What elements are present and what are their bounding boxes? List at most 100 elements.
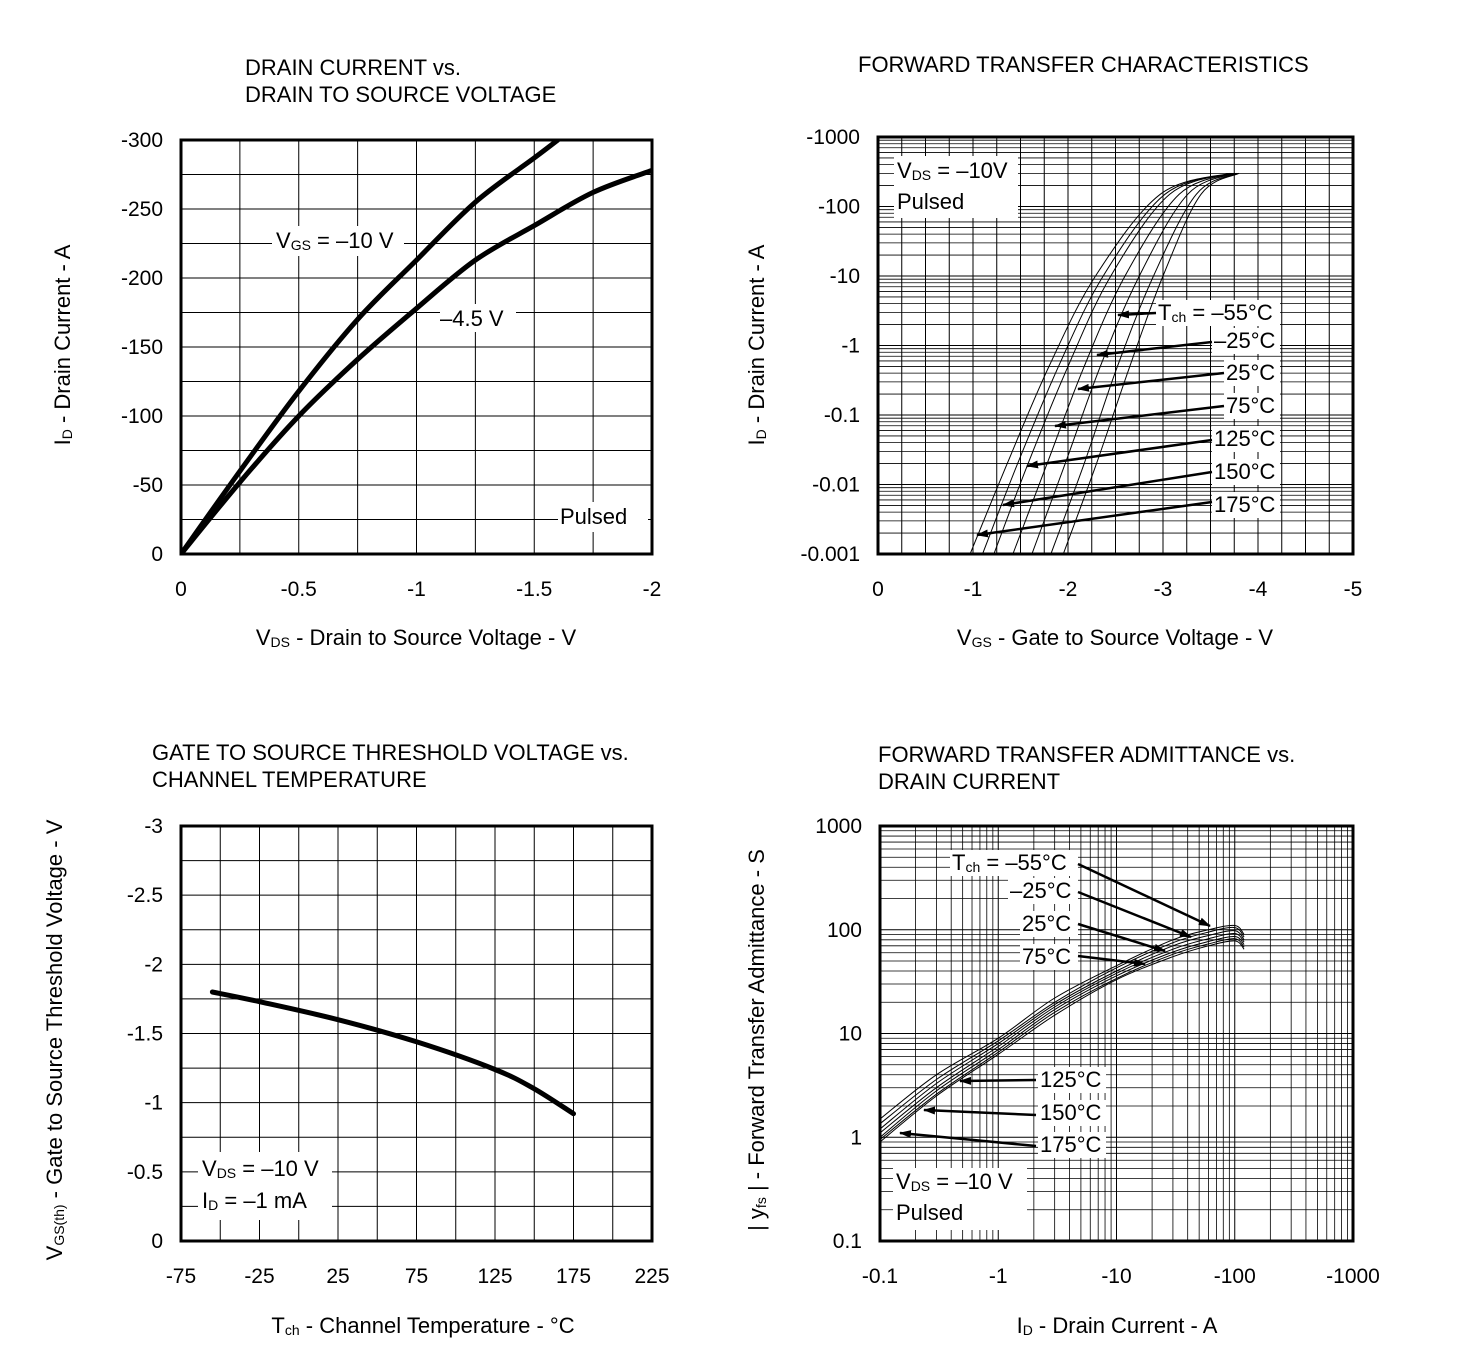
- y-tick-label: -100: [818, 196, 860, 219]
- x-tick-label: -1000: [1326, 1265, 1380, 1288]
- x-tick-label: -2: [1059, 578, 1078, 601]
- y-tick-label: -1.5: [127, 1023, 163, 1046]
- plot-frame: [179, 824, 654, 1243]
- x-axis-label: VGS - Gate to Source Voltage - V: [957, 625, 1274, 650]
- series-line-vgs-th: [209, 989, 576, 1117]
- chart-title-line-1: DRAIN CURRENT vs.: [245, 55, 461, 80]
- y-axis-label: | yfs | - Forward Transfer Admittance - …: [744, 849, 769, 1231]
- series-line-125c: [880, 935, 1245, 1138]
- chart-title-line-1: GATE TO SOURCE THRESHOLD VOLTAGE vs.: [152, 740, 629, 765]
- x-tick-label: -10: [1101, 1265, 1131, 1288]
- chart-title-line-1: FORWARD TRANSFER ADMITTANCE vs.: [878, 742, 1295, 767]
- annotation-arrow: [1077, 922, 1166, 953]
- annotation-arrow: [899, 1130, 1037, 1148]
- plot-frame: [179, 138, 654, 556]
- y-axis-label: VGS(th) - Gate to Source Threshold Volta…: [42, 819, 67, 1260]
- annotation-temp-125c: 125°C: [1214, 426, 1276, 451]
- x-tick-label: 175: [556, 1265, 591, 1288]
- series-line-175c: [880, 940, 1245, 1143]
- y-tick-label: -1000: [806, 126, 860, 149]
- series-line-150c: [880, 938, 1245, 1140]
- series-line-125c: [993, 172, 1232, 554]
- grid: [181, 140, 652, 554]
- x-tick-label: -25: [244, 1265, 274, 1288]
- y-tick-label: -0.01: [812, 474, 860, 497]
- chart-title-line-2: DRAIN TO SOURCE VOLTAGE: [245, 82, 556, 107]
- y-tick-label: 100: [827, 919, 862, 942]
- annotation-vds: VDS = –10 V: [202, 1156, 319, 1181]
- x-tick-label: 125: [477, 1265, 512, 1288]
- series-line-25c: [1050, 172, 1238, 554]
- chart-title-line-2: DRAIN CURRENT: [878, 769, 1060, 794]
- y-tick-label: 1: [850, 1126, 862, 1149]
- y-tick-label: -50: [133, 474, 163, 497]
- x-axis-label: Tch - Channel Temperature - °C: [271, 1313, 574, 1338]
- chart-title-line-2: CHANNEL TEMPERATURE: [152, 767, 427, 792]
- annotation-arrow: [1096, 340, 1213, 358]
- x-tick-label: -0.5: [281, 578, 317, 601]
- y-tick-label: -2: [144, 953, 163, 976]
- annotation-temp-25c: –25°C: [1214, 328, 1276, 353]
- x-tick-label: 225: [634, 1265, 669, 1288]
- y-axis-label: ID - Drain Current - A: [744, 244, 769, 445]
- annotation-arrow: [1054, 404, 1225, 429]
- chart-title-line-1: FORWARD TRANSFER CHARACTERISTICS: [858, 52, 1309, 77]
- x-tick-label: -5: [1344, 578, 1363, 601]
- chart-forward-transfer-admittance: Tch = –55°C –25°C 25°C 75°C 125°C 150°C 175°C V…: [744, 742, 1380, 1338]
- series-line-tch-55c: [1062, 172, 1240, 554]
- series-line-vgs-10-v: [181, 140, 561, 554]
- annotation-vds: VDS = –10 V: [896, 1169, 1013, 1194]
- annotation-arrow: [923, 1106, 1037, 1117]
- x-tick-label: 25: [326, 1265, 349, 1288]
- annotation-temp-175c: 175°C: [1214, 492, 1276, 517]
- x-tick-label: 0: [175, 578, 187, 601]
- x-tick-label: -2: [643, 578, 662, 601]
- annotation-temp-25c: 25°C: [1226, 360, 1275, 385]
- chart-threshold-voltage-vs-temperature: VDS = –10 V ID = –1 mA GATE TO SOURCE THRE…: [42, 740, 670, 1338]
- annotation-pulsed: Pulsed: [896, 1200, 963, 1225]
- annotation-temp-75c: 75°C: [1022, 944, 1071, 969]
- annotation-arrow: [1077, 890, 1192, 939]
- annotation-temp-25c: 25°C: [1022, 911, 1071, 936]
- annotation-vds: VDS = –10V: [897, 158, 1008, 183]
- x-tick-label: -0.1: [862, 1265, 898, 1288]
- y-tick-label: -2.5: [127, 884, 163, 907]
- x-tick-label: -1: [989, 1265, 1008, 1288]
- plot-frame: [878, 824, 1355, 1243]
- x-tick-label: -100: [1214, 1265, 1256, 1288]
- series-line-175c: [969, 172, 1230, 554]
- annotation-temp-55c: Tch = –55°C: [952, 850, 1067, 875]
- annotation-arrow: [1002, 470, 1213, 508]
- annotation-pulsed: Pulsed: [897, 189, 964, 214]
- series-line-tch-55c: [880, 924, 1245, 1120]
- y-tick-label: -250: [121, 198, 163, 221]
- series-line-4-5-v: [181, 167, 652, 554]
- x-tick-label: -1: [407, 578, 426, 601]
- x-tick-label: -75: [166, 1265, 196, 1288]
- y-tick-label: -0.001: [800, 543, 860, 566]
- y-tick-label: 0: [151, 543, 163, 566]
- series-line-25c: [880, 926, 1245, 1125]
- annotation-temp-55c: Tch = –55°C: [1158, 300, 1273, 325]
- annotation-arrow: [1077, 954, 1146, 967]
- annotation-id: ID = –1 mA: [202, 1188, 307, 1213]
- y-tick-label: -10: [830, 265, 860, 288]
- x-axis-label: ID - Drain Current - A: [1017, 1313, 1218, 1338]
- y-tick-label: -300: [121, 129, 163, 152]
- y-tick-label: 10: [839, 1023, 862, 1046]
- annotation-pulsed: Pulsed: [560, 504, 627, 529]
- y-tick-label: -0.1: [824, 404, 860, 427]
- annotation-arrow: [1077, 862, 1211, 928]
- x-axis-label: VDS - Drain to Source Voltage - V: [256, 625, 577, 650]
- y-tick-label: -1: [144, 1092, 163, 1115]
- annotation-vgs-10v: VGS = –10 V: [276, 228, 394, 253]
- chart-forward-transfer-characteristics: VDS = –10V Pulsed Tch = –55°C –25°C 25°C 75°C…: [744, 52, 1362, 650]
- y-tick-label: -200: [121, 267, 163, 290]
- annotation-temp-175c: 175°C: [1040, 1132, 1102, 1157]
- y-tick-label: 1000: [815, 815, 862, 838]
- annotation-temp-150c: 150°C: [1214, 459, 1276, 484]
- x-tick-label: 0: [872, 578, 884, 601]
- y-tick-label: -1: [841, 335, 860, 358]
- annotation-temp-150c: 150°C: [1040, 1100, 1102, 1125]
